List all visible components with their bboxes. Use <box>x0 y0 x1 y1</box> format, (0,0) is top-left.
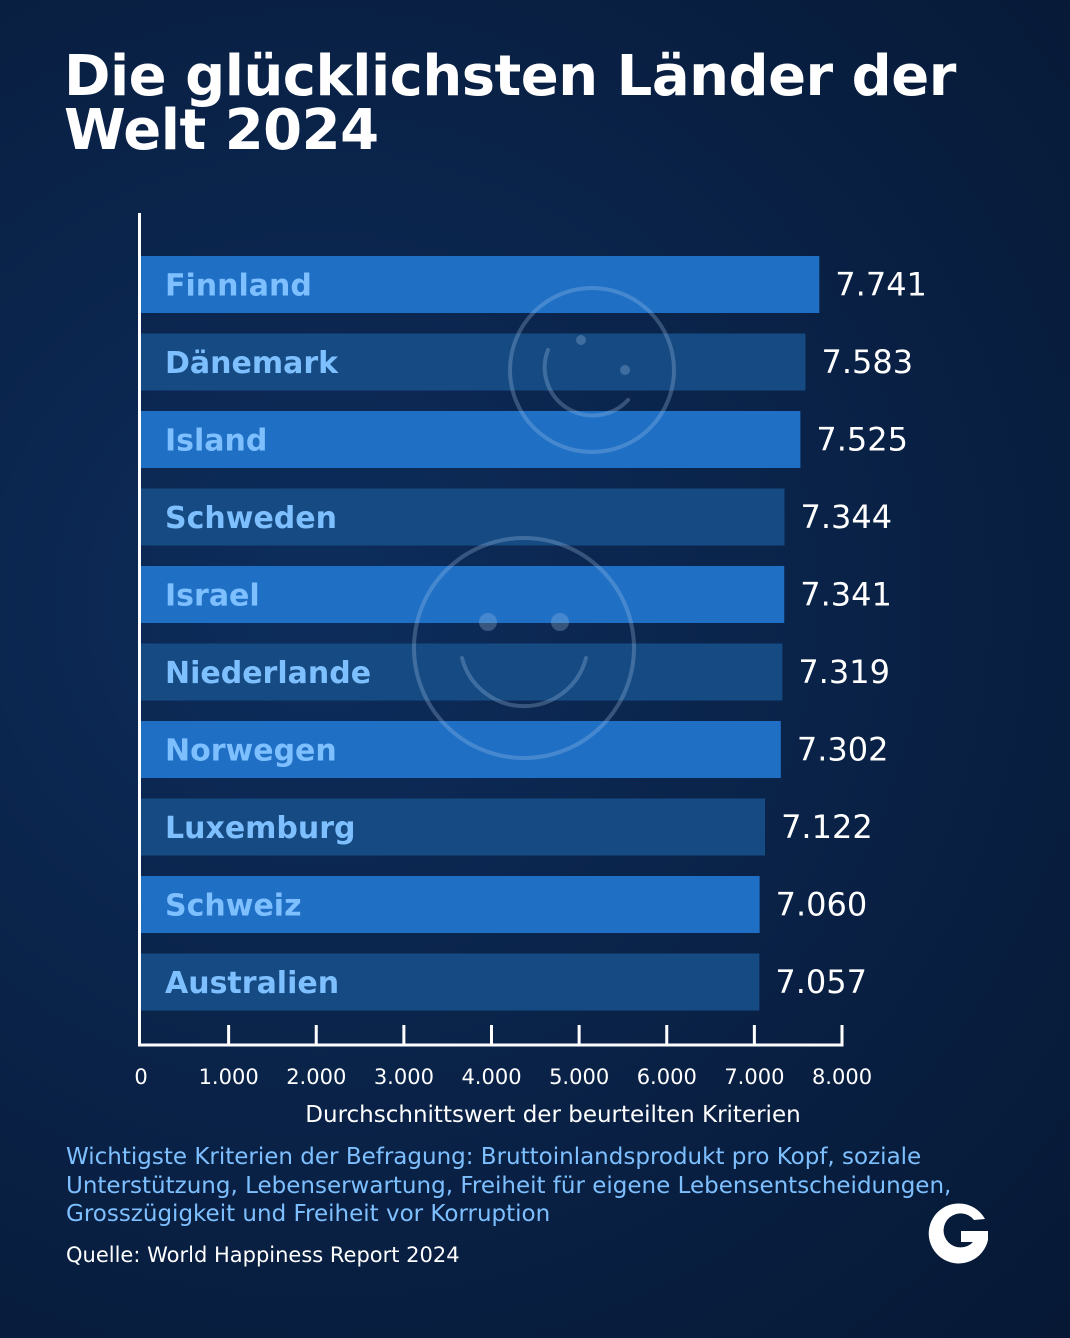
bar-10 <box>141 953 760 1011</box>
bar-category-label: Schweden <box>165 501 337 536</box>
bar-category-label: Niederlande <box>165 656 371 691</box>
bar-4 <box>141 488 785 546</box>
bar-category-label: Finnland <box>165 269 312 304</box>
bar-value-label: 7.525 <box>816 421 908 459</box>
bar-7 <box>141 721 781 778</box>
bar-category-label: Australien <box>165 966 339 1001</box>
bar-category-label: Norwegen <box>165 734 337 769</box>
bar-category-label: Dänemark <box>165 346 339 381</box>
x-tick-label: 2.000 <box>286 1065 346 1089</box>
bar-value-label: 7.344 <box>801 498 893 536</box>
x-tick-label: 4.000 <box>461 1065 521 1089</box>
x-tick-label: 6.000 <box>637 1065 697 1089</box>
bar-value-label: 7.583 <box>821 343 913 381</box>
bar-6 <box>141 643 783 701</box>
bar-value-label: 7.341 <box>800 576 892 614</box>
bar-value-label: 7.302 <box>797 731 889 769</box>
smiley-icon <box>412 536 636 760</box>
labels-layer: Finnland 7.741 Dänemark 7.583 Island 7.525 Sch… <box>165 266 927 1002</box>
x-tick-label: 0 <box>134 1065 147 1089</box>
x-tick-label: 1.000 <box>199 1065 259 1089</box>
criteria-note: Wichtigste Kriterien der Befragung: Brut… <box>66 1144 952 1227</box>
bar-3 <box>141 411 801 468</box>
bar-category-label: Israel <box>165 579 260 614</box>
brand-g-logo <box>928 1203 988 1264</box>
bar-2 <box>141 333 806 391</box>
bar-9 <box>141 876 760 933</box>
bar-category-label: Schweiz <box>165 889 302 924</box>
bar-8 <box>141 798 766 856</box>
bar-category-label: Luxemburg <box>165 811 356 846</box>
bar-value-label: 7.060 <box>776 886 868 924</box>
bar-5 <box>141 566 785 623</box>
x-tick-label: 5.000 <box>549 1065 609 1089</box>
page-title: Die glücklichsten Länder der Welt 2024 <box>64 44 956 163</box>
bar-1 <box>141 256 820 313</box>
x-tick-label: 7.000 <box>724 1065 784 1089</box>
bar-value-label: 7.122 <box>781 808 873 846</box>
x-axis: 0 1.000 2.000 3.000 4.000 5.000 6.000 7.000 8.00… <box>134 213 872 1089</box>
x-axis-title: Durchschnittswert der beurteilten Kriter… <box>305 1102 801 1128</box>
bars-layer <box>141 256 820 1011</box>
bar-value-label: 7.057 <box>775 963 867 1001</box>
bar-category-label: Island <box>165 424 267 459</box>
source-text: Quelle: World Happiness Report 2024 <box>66 1243 460 1267</box>
bar-value-label: 7.319 <box>798 653 890 691</box>
x-tick-label: 3.000 <box>374 1065 434 1089</box>
bar-value-label: 7.741 <box>835 266 927 304</box>
x-tick-label: 8.000 <box>812 1065 872 1089</box>
smiley-icon <box>508 286 676 454</box>
